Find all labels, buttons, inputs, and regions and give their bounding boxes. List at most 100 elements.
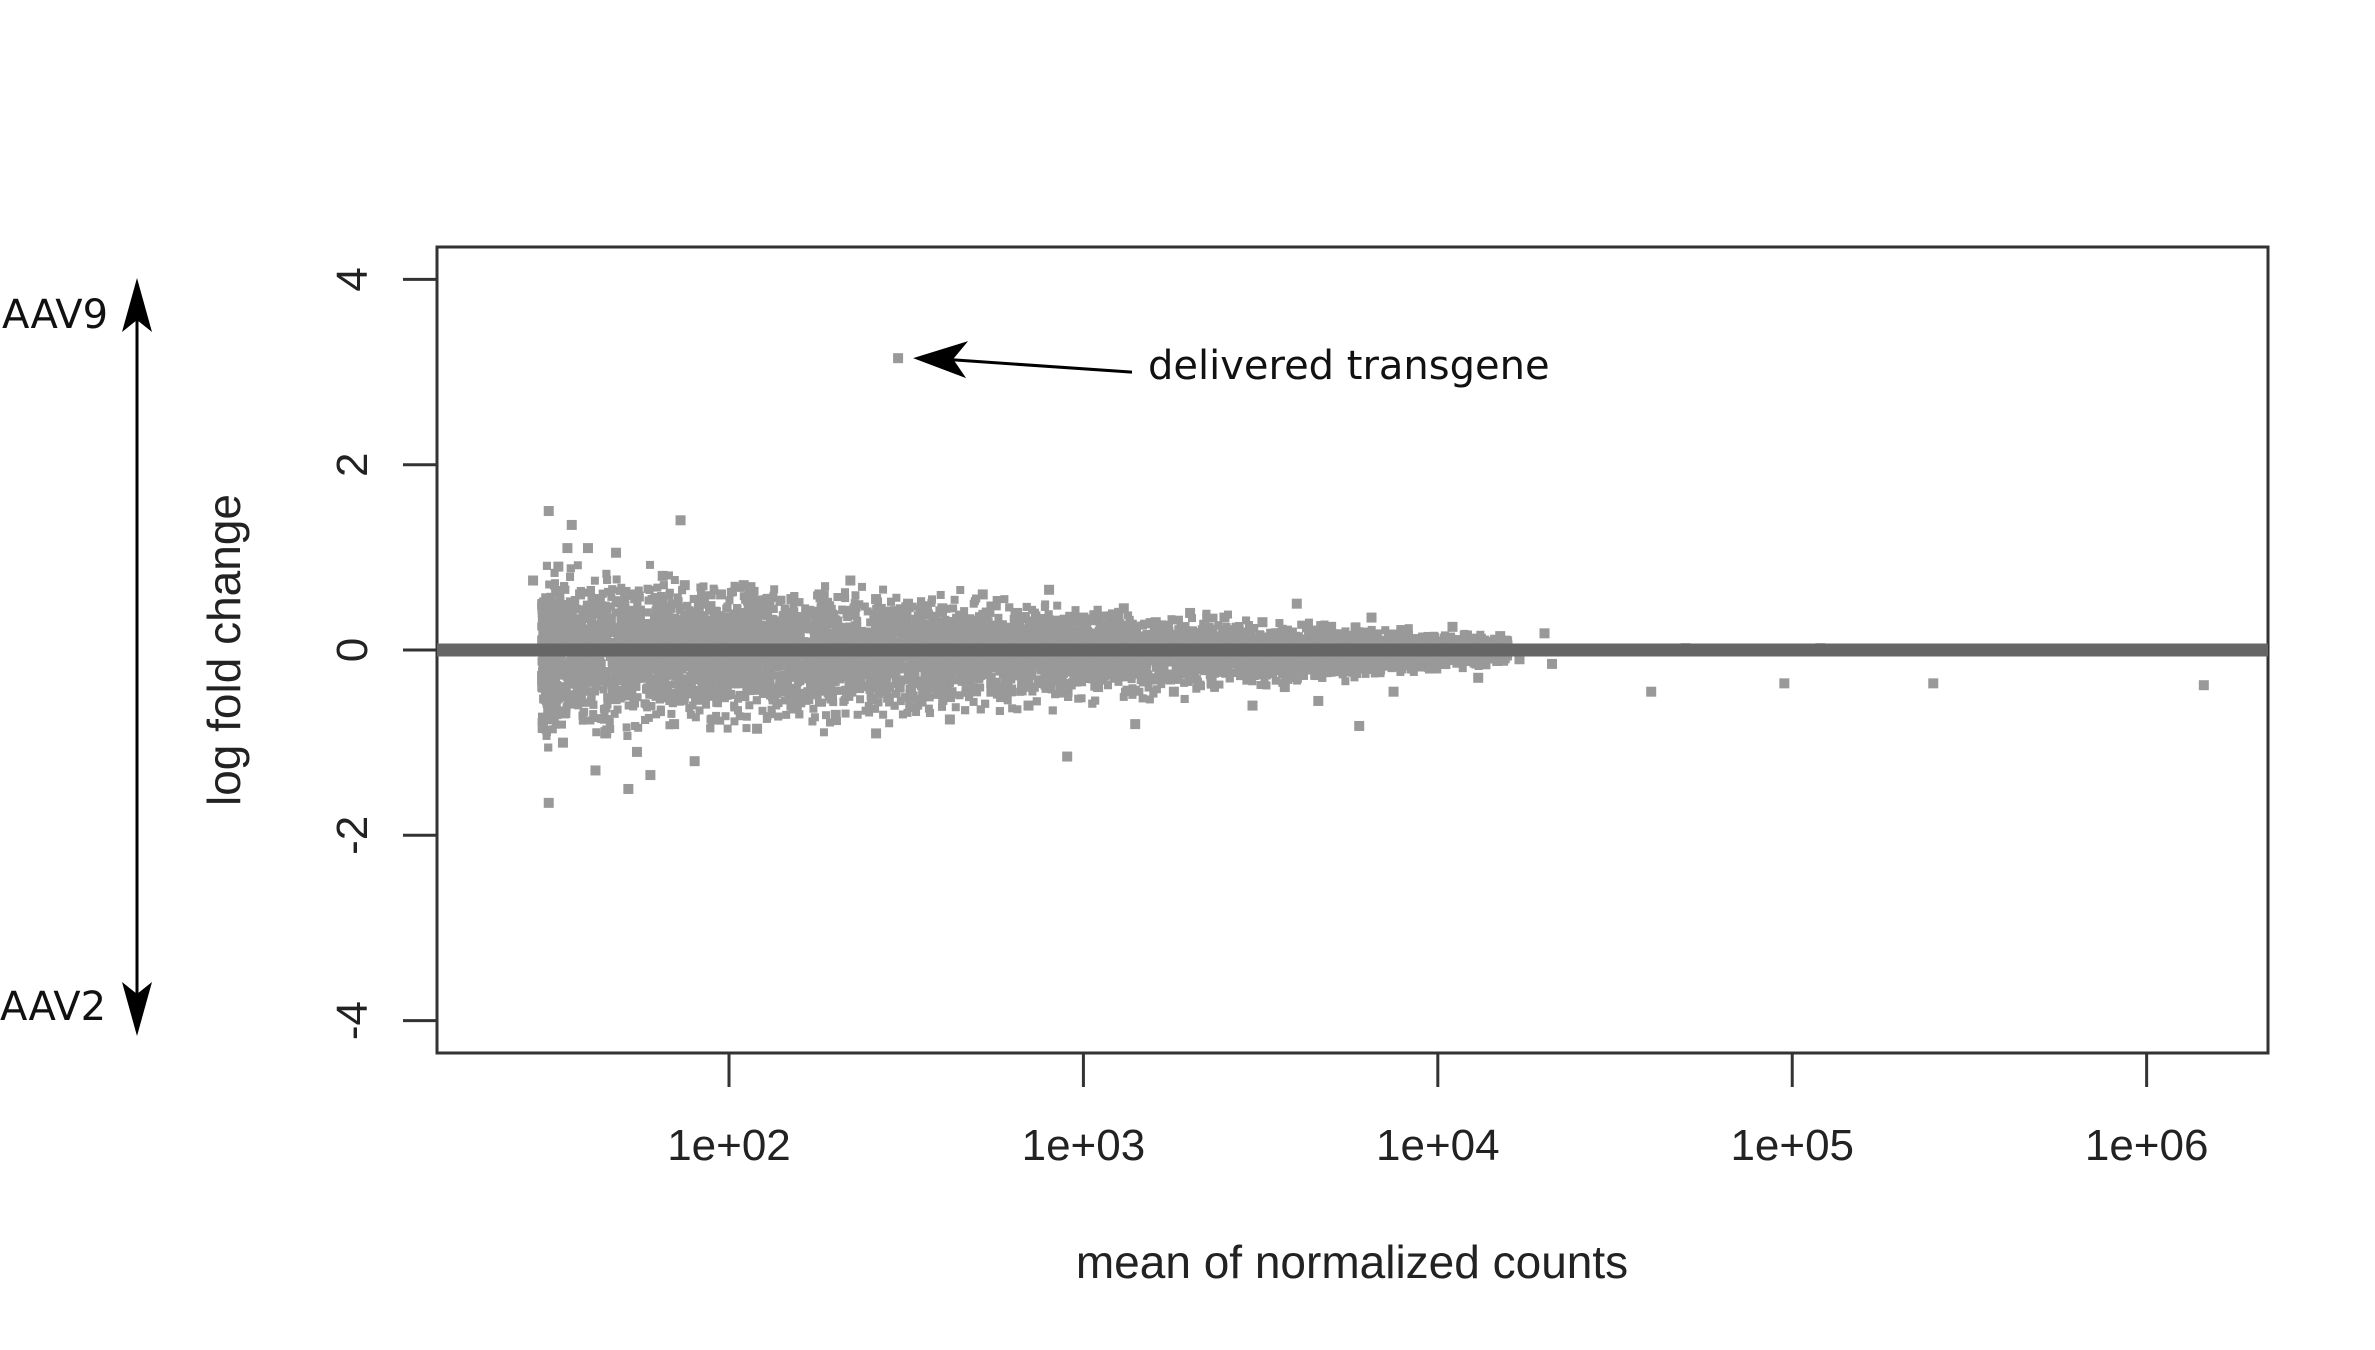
data-point <box>562 543 573 554</box>
data-point <box>675 515 686 526</box>
data-point <box>1354 720 1365 731</box>
data-point <box>944 714 955 725</box>
data-point <box>1012 607 1023 618</box>
data-point <box>590 765 601 776</box>
data-point <box>1424 663 1435 674</box>
x-axis: 1e+02 1e+03 1e+04 1e+05 1e+06 <box>667 1053 2208 1170</box>
data-point <box>1447 621 1458 632</box>
data-point <box>814 589 825 600</box>
data-point <box>566 519 577 530</box>
data-point <box>557 737 568 748</box>
data-point <box>1779 678 1790 689</box>
annotation-label: delivered transgene <box>1148 343 1550 389</box>
data-point <box>903 598 914 609</box>
data-point <box>582 543 593 554</box>
data-point <box>601 607 612 618</box>
data-point <box>1326 621 1337 632</box>
data-point <box>707 714 718 725</box>
data-point <box>657 570 668 581</box>
data-point <box>937 603 948 614</box>
data-point <box>871 594 882 605</box>
data-point <box>845 575 856 586</box>
data-point <box>986 686 997 697</box>
data-point <box>1185 607 1196 618</box>
data-point <box>601 728 612 739</box>
data-point <box>538 598 549 609</box>
data-point <box>553 561 564 572</box>
data-point <box>1398 626 1409 637</box>
y-axis: 4 2 0 -2 -4 <box>328 267 437 1040</box>
data-point <box>738 580 749 591</box>
data-point <box>1366 612 1377 623</box>
data-point <box>1473 672 1484 683</box>
data-point <box>548 705 559 716</box>
annotation-arrow-shaft <box>942 357 1133 374</box>
annotation-arrow-icon <box>913 341 969 379</box>
data-point <box>716 589 727 600</box>
data-point <box>977 589 988 600</box>
y-tick-label: -4 <box>328 1001 377 1040</box>
y-axis-title: log fold change <box>198 494 250 806</box>
data-point <box>893 353 904 364</box>
data-point <box>871 728 882 739</box>
data-point <box>1062 751 1073 762</box>
data-point <box>1495 631 1506 642</box>
direction-label-down: AAV2 <box>0 984 106 1030</box>
data-point <box>1247 700 1258 711</box>
y-tick-label: 4 <box>328 267 377 291</box>
arrow-down-icon <box>122 982 152 1036</box>
data-point <box>669 719 680 730</box>
data-point <box>1219 612 1230 623</box>
data-point <box>752 723 763 734</box>
data-point <box>786 594 797 605</box>
data-point <box>786 700 797 711</box>
x-tick-label: 1e+05 <box>1730 1121 1854 1170</box>
data-point <box>528 575 539 586</box>
data-point <box>543 797 554 808</box>
data-point <box>1168 686 1179 697</box>
y-tick-label: 0 <box>328 638 377 662</box>
data-point <box>543 506 554 517</box>
data-point <box>1044 584 1055 595</box>
data-point <box>1539 628 1550 639</box>
data-point <box>907 691 918 702</box>
data-point <box>1514 654 1525 665</box>
x-axis-title: mean of normalized counts <box>1076 1236 1628 1288</box>
data-point <box>611 547 622 558</box>
data-point <box>1279 682 1290 693</box>
data-point <box>1928 678 1939 689</box>
direction-label-up: AAV9 <box>2 292 108 338</box>
arrow-up-icon <box>122 278 152 332</box>
data-point <box>645 770 656 781</box>
x-tick-label: 1e+02 <box>667 1121 791 1170</box>
data-point <box>631 589 642 600</box>
x-tick-label: 1e+04 <box>1376 1121 1500 1170</box>
data-point <box>679 580 690 591</box>
data-point <box>1206 677 1217 688</box>
data-point <box>623 783 634 794</box>
data-point <box>1078 612 1089 623</box>
data-point <box>1130 719 1141 730</box>
data-point <box>1118 603 1129 614</box>
annotation: delivered transgene <box>913 341 1550 389</box>
data-point <box>1547 658 1558 669</box>
data-point <box>1388 686 1399 697</box>
data-point <box>2198 680 2209 691</box>
data-point <box>1023 700 1034 711</box>
data-point <box>1313 695 1324 706</box>
data-point <box>1257 617 1268 628</box>
data-point <box>1646 686 1657 697</box>
data-point <box>1291 598 1302 609</box>
y-tick-label: 2 <box>328 452 377 476</box>
data-point <box>1093 682 1104 693</box>
y-tick-label: -2 <box>328 816 377 855</box>
data-point <box>698 598 709 609</box>
data-point <box>631 746 642 757</box>
x-tick-label: 1e+06 <box>2085 1121 2209 1170</box>
data-point <box>1150 617 1161 628</box>
data-points <box>528 353 2209 808</box>
x-tick-label: 1e+03 <box>1022 1121 1146 1170</box>
data-point <box>764 598 775 609</box>
data-point <box>689 756 700 767</box>
